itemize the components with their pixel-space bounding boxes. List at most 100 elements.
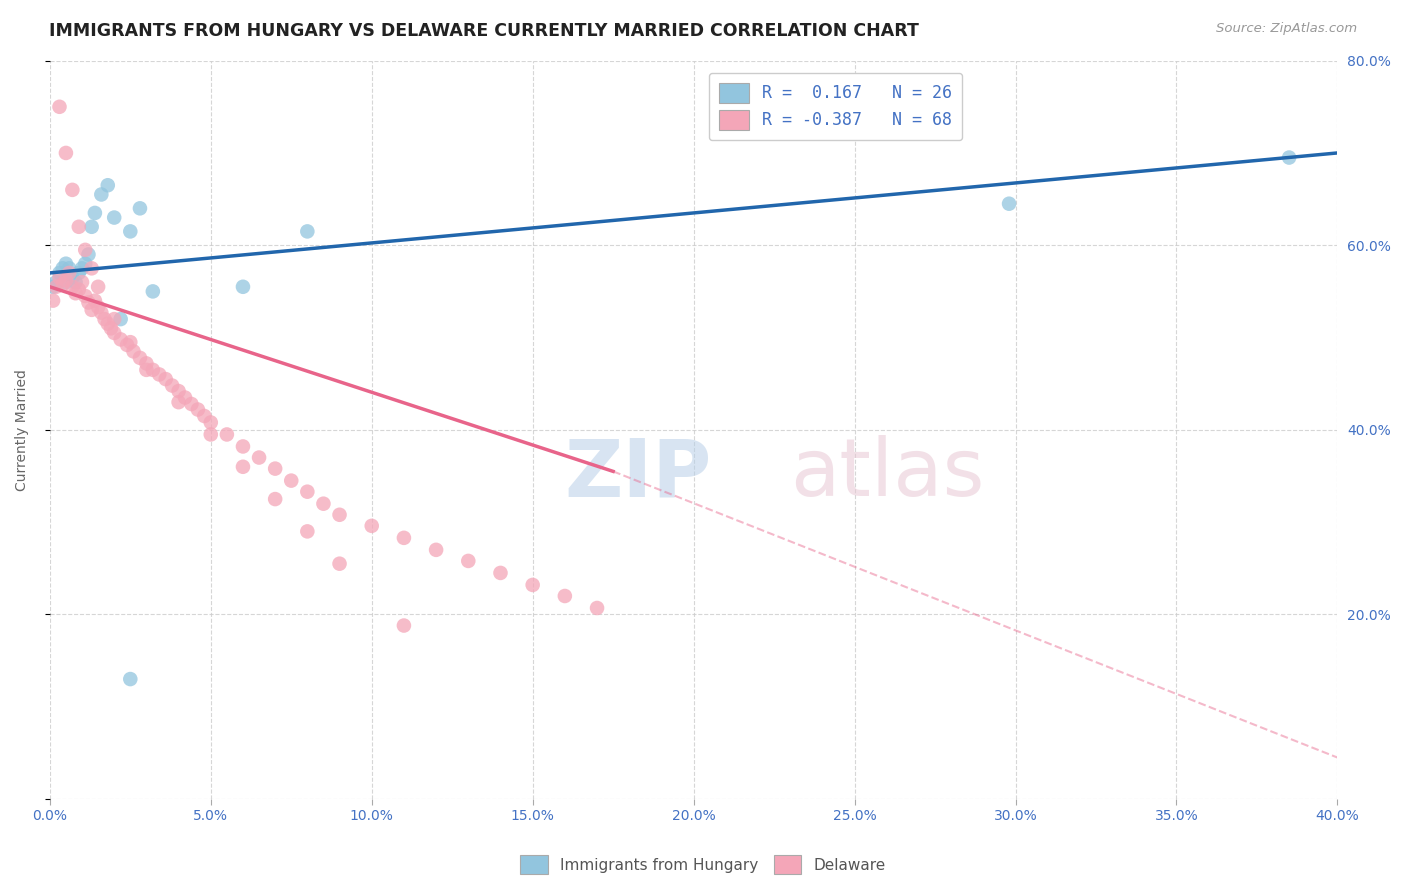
Point	[328, 557, 350, 571]
Point	[80, 219, 103, 234]
Point	[122, 344, 145, 359]
Point	[392, 618, 415, 632]
Point	[280, 474, 302, 488]
Point	[77, 247, 100, 261]
Point	[60, 270, 83, 285]
Point	[60, 280, 83, 294]
Point	[167, 384, 190, 398]
Point	[297, 224, 319, 238]
Point	[70, 261, 93, 276]
Point	[174, 391, 197, 405]
Point	[48, 100, 70, 114]
Point	[200, 427, 222, 442]
Point	[115, 338, 138, 352]
Point	[80, 261, 103, 276]
Text: atlas: atlas	[790, 435, 984, 513]
Point	[360, 519, 382, 533]
Point	[120, 672, 142, 686]
Point	[554, 589, 576, 603]
Point	[75, 243, 97, 257]
Point	[80, 302, 103, 317]
Point	[247, 450, 270, 465]
Point	[67, 219, 90, 234]
Point	[392, 531, 415, 545]
Point	[129, 202, 152, 216]
Point	[97, 317, 120, 331]
Point	[193, 409, 215, 423]
Point	[55, 257, 77, 271]
Point	[232, 440, 254, 454]
Text: Source: ZipAtlas.com: Source: ZipAtlas.com	[1216, 22, 1357, 36]
Text: IMMIGRANTS FROM HUNGARY VS DELAWARE CURRENTLY MARRIED CORRELATION CHART: IMMIGRANTS FROM HUNGARY VS DELAWARE CURR…	[49, 22, 920, 40]
Point	[103, 211, 125, 225]
Point	[297, 524, 319, 539]
Point	[522, 578, 544, 592]
Point	[67, 266, 90, 280]
Point	[87, 300, 110, 314]
Point	[100, 321, 122, 335]
Point	[264, 492, 287, 507]
Point	[58, 266, 80, 280]
Point	[55, 275, 77, 289]
Point	[135, 356, 157, 370]
Point	[42, 293, 65, 308]
Point	[129, 351, 152, 365]
Point	[232, 459, 254, 474]
Point	[42, 280, 65, 294]
Point	[67, 283, 90, 297]
Point	[55, 145, 77, 160]
Point	[215, 427, 238, 442]
Text: ZIP: ZIP	[565, 435, 711, 513]
Point	[160, 378, 183, 392]
Point	[142, 285, 165, 299]
Point	[70, 275, 93, 289]
Point	[93, 312, 115, 326]
Point	[87, 280, 110, 294]
Point	[998, 196, 1021, 211]
Point	[45, 280, 67, 294]
Point	[297, 484, 319, 499]
Point	[48, 266, 70, 280]
Point	[232, 280, 254, 294]
Point	[489, 566, 512, 580]
Point	[103, 326, 125, 340]
Point	[52, 277, 75, 291]
Legend: Immigrants from Hungary, Delaware: Immigrants from Hungary, Delaware	[515, 849, 891, 880]
Point	[167, 395, 190, 409]
Point	[180, 397, 202, 411]
Point	[58, 261, 80, 276]
Point	[148, 368, 170, 382]
Point	[120, 224, 142, 238]
Legend: R =  0.167   N = 26, R = -0.387   N = 68: R = 0.167 N = 26, R = -0.387 N = 68	[709, 72, 962, 140]
Point	[83, 206, 105, 220]
Point	[52, 261, 75, 276]
Point	[55, 273, 77, 287]
Point	[264, 461, 287, 475]
Point	[187, 402, 209, 417]
Point	[155, 372, 177, 386]
Point	[90, 305, 112, 319]
Point	[142, 363, 165, 377]
Point	[110, 332, 132, 346]
Point	[65, 275, 87, 289]
Point	[103, 312, 125, 326]
Point	[83, 293, 105, 308]
Y-axis label: Currently Married: Currently Married	[15, 369, 30, 491]
Point	[1278, 151, 1301, 165]
Point	[120, 335, 142, 350]
Point	[586, 601, 609, 615]
Point	[97, 178, 120, 193]
Point	[77, 295, 100, 310]
Point	[135, 363, 157, 377]
Point	[48, 270, 70, 285]
Point	[312, 497, 335, 511]
Point	[328, 508, 350, 522]
Point	[90, 187, 112, 202]
Point	[75, 289, 97, 303]
Point	[75, 257, 97, 271]
Point	[200, 416, 222, 430]
Point	[457, 554, 479, 568]
Point	[65, 286, 87, 301]
Point	[60, 183, 83, 197]
Point	[110, 312, 132, 326]
